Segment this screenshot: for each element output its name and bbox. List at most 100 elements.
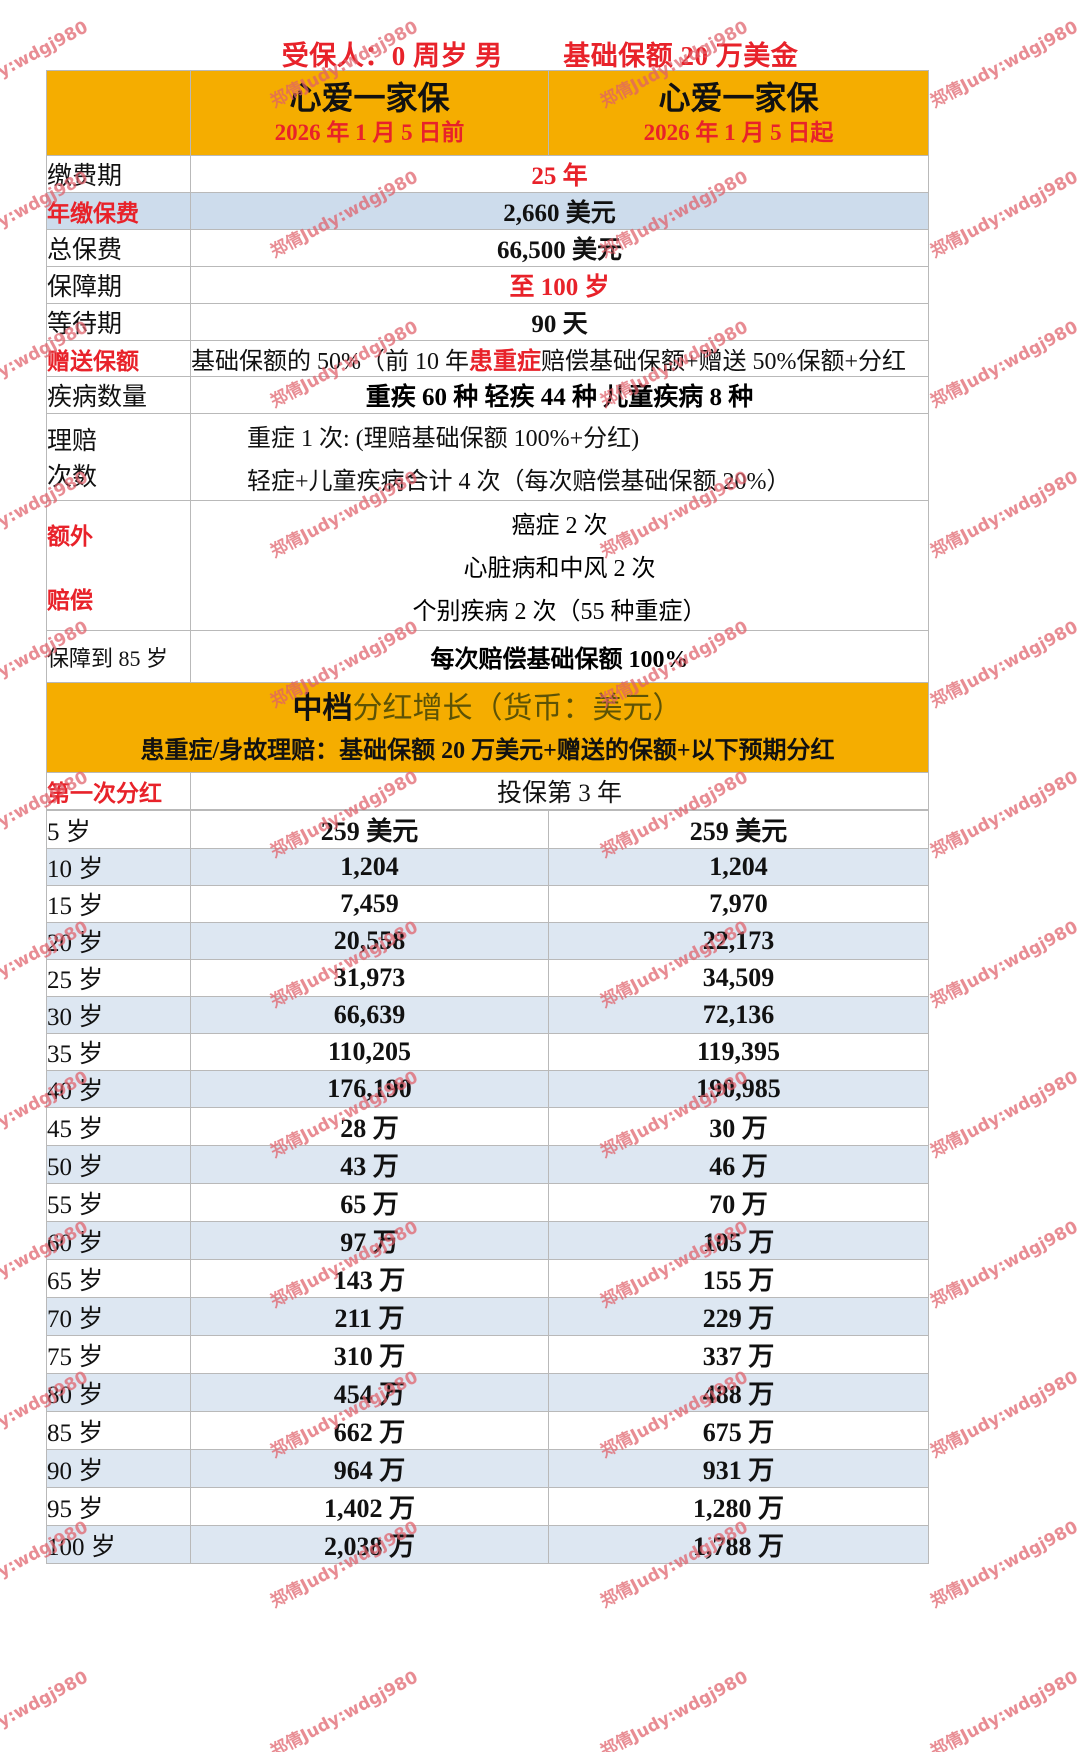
row-label-claim-times: 理赔 次数 xyxy=(46,413,191,501)
bonus-text-b: 赔偿基础保额+赠送 50%保额+分红 xyxy=(541,349,907,375)
row-value-payment-term: 25 年 xyxy=(190,155,929,193)
dividend-value-before: 310 万 xyxy=(190,1335,549,1374)
table-row-annual-premium: 年缴保费 2,660 美元 xyxy=(46,192,929,230)
dividend-age-label: 30 岁 xyxy=(46,996,191,1034)
bonus-text-a: 基础保额的 50%（前 10 年 xyxy=(191,349,469,375)
dividend-value-after: 34,509 xyxy=(548,959,929,997)
claim-line-critical: 重症 1 次: (理赔基础保额 100%+分红) xyxy=(247,426,640,452)
table-row-coverage-term: 保障期 至 100 岁 xyxy=(46,266,929,304)
table-row-total-premium: 总保费 66,500 美元 xyxy=(46,229,929,267)
dividend-value-before: 66,639 xyxy=(190,996,549,1034)
dividend-value-after: 30 万 xyxy=(548,1107,929,1146)
dividend-value-after: 155 万 xyxy=(548,1259,929,1298)
row-value-total-premium: 66,500 美元 xyxy=(190,229,929,267)
dividend-value-before: 28 万 xyxy=(190,1107,549,1146)
dividend-age-label: 90 岁 xyxy=(46,1449,191,1488)
table-row: 95 岁 1,402 万 1,280 万 xyxy=(46,1487,929,1526)
dividend-age-label: 95 岁 xyxy=(46,1487,191,1526)
dividend-age-label: 20 岁 xyxy=(46,922,191,960)
table-row-claim-times: 理赔 次数 重症 1 次: (理赔基础保额 100%+分红) 轻症+儿童疾病合计… xyxy=(46,413,929,501)
extra-label-line1: 额外 xyxy=(47,523,93,549)
dividend-header-row: 第一次分红 投保第 3 年 xyxy=(46,771,929,810)
table-row: 85 岁 662 万 675 万 xyxy=(46,1411,929,1450)
dividend-value-before: 176,190 xyxy=(190,1070,549,1108)
table-row: 100 岁 2,038 万 1,788 万 xyxy=(46,1525,929,1564)
dividend-age-label: 25 岁 xyxy=(46,959,191,997)
comparison-table: 心爱一家保 2026 年 1 月 5 日前 心爱一家保 2026 年 1 月 5… xyxy=(46,70,929,810)
dividend-band-row: 中档分红增长（货币：美元） 患重症/身故理赔：基础保额 20 万美元+赠送的保额… xyxy=(46,682,929,773)
table-row: 80 岁 454 万 488 万 xyxy=(46,1373,929,1412)
dividend-value-after: 931 万 xyxy=(548,1449,929,1488)
table-row-until-85: 保障到 85 岁 每次赔偿基础保额 100% xyxy=(46,630,929,683)
table-row-waiting-period: 等待期 90 天 xyxy=(46,303,929,341)
dividend-value-before: 31,973 xyxy=(190,959,549,997)
plan-name-after: 心爱一家保 xyxy=(658,79,819,116)
table-row: 5 岁 259 美元 259 美元 xyxy=(46,810,929,849)
table-row: 25 岁 31,973 34,509 xyxy=(46,959,929,997)
dividend-value-after: 259 美元 xyxy=(548,810,929,849)
dividend-age-label: 85 岁 xyxy=(46,1411,191,1450)
claim-label-line1: 理赔 xyxy=(47,428,98,455)
dividend-value-before: 211 万 xyxy=(190,1297,549,1336)
dividend-value-before: 97 万 xyxy=(190,1221,549,1260)
plan-name-before: 心爱一家保 xyxy=(289,79,450,116)
dividend-value-after: 675 万 xyxy=(548,1411,929,1450)
dividend-value-after: 488 万 xyxy=(548,1373,929,1412)
dividend-value-before: 110,205 xyxy=(190,1033,549,1071)
dividend-value-before: 259 美元 xyxy=(190,810,549,849)
row-value-claim-times: 重症 1 次: (理赔基础保额 100%+分红) 轻症+儿童疾病合计 4 次（每… xyxy=(190,413,929,501)
row-value-waiting-period: 90 天 xyxy=(190,303,929,341)
dividend-band: 中档分红增长（货币：美元） 患重症/身故理赔：基础保额 20 万美元+赠送的保额… xyxy=(46,682,929,773)
table-row: 50 岁 43 万 46 万 xyxy=(46,1145,929,1184)
dividend-value-before: 7,459 xyxy=(190,885,549,923)
dividend-age-label: 45 岁 xyxy=(46,1107,191,1146)
extra-line-cancer: 癌症 2 次 xyxy=(511,513,608,539)
base-sum-assured-info: 基础保额 20 万美金 xyxy=(563,41,799,71)
dividend-age-label: 100 岁 xyxy=(46,1525,191,1564)
dividend-value-before: 1,204 xyxy=(190,848,549,886)
dividend-band-title: 中档分红增长（货币：美元） xyxy=(47,683,928,728)
row-label-extra-compensation: 额外 赔偿 xyxy=(46,500,191,631)
table-row-bonus-sum-assured: 赠送保额 基础保额的 50%（前 10 年患重症赔偿基础保额+赠送 50%保额+… xyxy=(46,340,929,377)
table-row: 70 岁 211 万 229 万 xyxy=(46,1297,929,1336)
dividend-value-before: 964 万 xyxy=(190,1449,549,1488)
row-label-payment-term: 缴费期 xyxy=(46,155,191,193)
row-value-disease-count: 重疾 60 种 轻疾 44 种 儿童疾病 8 种 xyxy=(190,376,929,414)
table-row: 10 岁 1,204 1,204 xyxy=(46,848,929,886)
table-row-disease-count: 疾病数量 重疾 60 种 轻疾 44 种 儿童疾病 8 种 xyxy=(46,376,929,414)
dividend-value-after: 190,985 xyxy=(548,1070,929,1108)
dividend-value-before: 2,038 万 xyxy=(190,1525,549,1564)
table-row: 20 岁 20,558 22,173 xyxy=(46,922,929,960)
dividend-value-before: 454 万 xyxy=(190,1373,549,1412)
dividend-value-after: 105 万 xyxy=(548,1221,929,1260)
dividend-age-label: 55 岁 xyxy=(46,1183,191,1222)
extra-label-line2: 赔偿 xyxy=(47,587,93,613)
dividend-value-before: 662 万 xyxy=(190,1411,549,1450)
header-plan-after: 心爱一家保 2026 年 1 月 5 日起 xyxy=(548,70,929,156)
header-plan-before: 心爱一家保 2026 年 1 月 5 日前 xyxy=(190,70,549,156)
plan-date-before: 2026 年 1 月 5 日前 xyxy=(274,119,465,145)
table-row: 60 岁 97 万 105 万 xyxy=(46,1221,929,1260)
row-label-total-premium: 总保费 xyxy=(46,229,191,267)
row-value-annual-premium: 2,660 美元 xyxy=(190,192,929,230)
dividend-value-after: 229 万 xyxy=(548,1297,929,1336)
extra-line-heart-stroke: 心脏病和中风 2 次 xyxy=(463,556,656,582)
policy-summary-note: 受保人：0 周岁 男 基础保额 20 万美金 xyxy=(0,34,1080,73)
insured-person-info: 受保人：0 周岁 男 xyxy=(281,41,503,71)
dividend-value-before: 143 万 xyxy=(190,1259,549,1298)
row-label-until-85: 保障到 85 岁 xyxy=(46,630,191,683)
row-label-coverage-term: 保障期 xyxy=(46,266,191,304)
dividend-value-after: 72,136 xyxy=(548,996,929,1034)
dividend-age-label: 65 岁 xyxy=(46,1259,191,1298)
dividend-value-before: 65 万 xyxy=(190,1183,549,1222)
table-row: 35 岁 110,205 119,395 xyxy=(46,1033,929,1071)
row-value-until-85: 每次赔偿基础保额 100% xyxy=(190,630,929,683)
dividend-age-label: 80 岁 xyxy=(46,1373,191,1412)
dividend-age-label: 5 岁 xyxy=(46,810,191,849)
table-row-payment-term: 缴费期 25 年 xyxy=(46,155,929,193)
extra-line-specific: 个别疾病 2 次（55 种重症） xyxy=(412,599,707,625)
table-row: 55 岁 65 万 70 万 xyxy=(46,1183,929,1222)
row-label-annual-premium: 年缴保费 xyxy=(46,192,191,230)
dividend-age-label: 10 岁 xyxy=(46,848,191,886)
